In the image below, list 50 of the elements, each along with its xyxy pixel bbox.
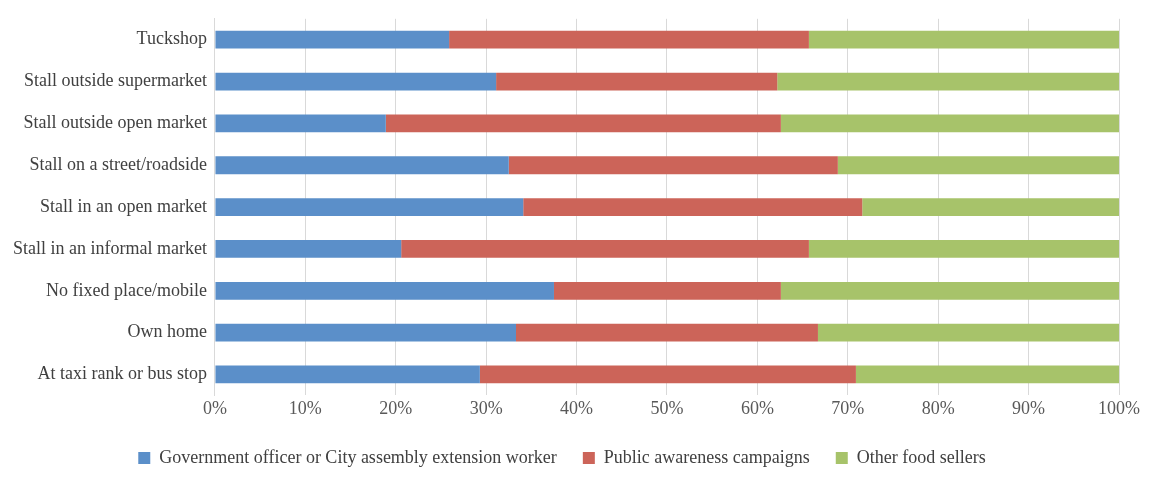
x-tick-label: 20% bbox=[379, 397, 413, 418]
bar bbox=[215, 30, 450, 49]
bar bbox=[215, 240, 402, 258]
bar bbox=[215, 72, 497, 91]
bar bbox=[862, 198, 1119, 216]
bar bbox=[215, 198, 524, 216]
bar bbox=[449, 30, 809, 49]
bar bbox=[808, 240, 1119, 258]
y-tick-label: No fixed place/mobile bbox=[46, 279, 207, 300]
x-tick-label: 60% bbox=[740, 397, 774, 418]
x-tick-label: 50% bbox=[650, 397, 684, 418]
y-tick-label: Tuckshop bbox=[136, 28, 207, 49]
bar bbox=[215, 156, 509, 175]
y-tick-label: Stall outside open market bbox=[23, 112, 207, 133]
bar bbox=[215, 281, 554, 300]
bar bbox=[215, 323, 516, 342]
bar bbox=[780, 281, 1119, 300]
bar bbox=[817, 323, 1119, 342]
bar bbox=[523, 198, 863, 216]
bar bbox=[508, 156, 838, 175]
x-tick-label: 10% bbox=[288, 397, 322, 418]
bar bbox=[215, 114, 386, 133]
x-tick-label: 0% bbox=[202, 397, 227, 418]
legend-label: Public awareness campaigns bbox=[603, 446, 810, 467]
legend-label: Other food sellers bbox=[856, 446, 986, 467]
legend-label: Government officer or City assembly extension worker bbox=[159, 446, 557, 467]
bar bbox=[479, 365, 856, 384]
bar bbox=[516, 323, 818, 342]
y-tick-label: Stall in an informal market bbox=[13, 237, 207, 258]
bar bbox=[808, 30, 1119, 49]
y-tick-label: Stall in an open market bbox=[39, 195, 207, 216]
x-tick-label: 80% bbox=[921, 397, 955, 418]
x-tick-label: 40% bbox=[560, 397, 594, 418]
bar bbox=[553, 281, 781, 300]
bar bbox=[401, 240, 809, 258]
y-tick-label: Stall outside supermarket bbox=[23, 70, 207, 91]
y-tick-label: At taxi rank or bus stop bbox=[37, 363, 207, 384]
bar bbox=[777, 72, 1119, 91]
y-tick-label: Own home bbox=[127, 321, 207, 342]
y-tick-label: Stall on a street/roadside bbox=[29, 153, 207, 174]
bar bbox=[780, 114, 1119, 133]
x-tick-label: 100% bbox=[1098, 397, 1140, 418]
bar bbox=[837, 156, 1119, 175]
bar bbox=[855, 365, 1119, 384]
x-tick-label: 90% bbox=[1012, 397, 1046, 418]
bar bbox=[496, 72, 778, 91]
x-tick-label: 30% bbox=[469, 397, 503, 418]
bar bbox=[215, 365, 480, 384]
x-tick-label: 70% bbox=[831, 397, 865, 418]
bar bbox=[385, 114, 781, 133]
